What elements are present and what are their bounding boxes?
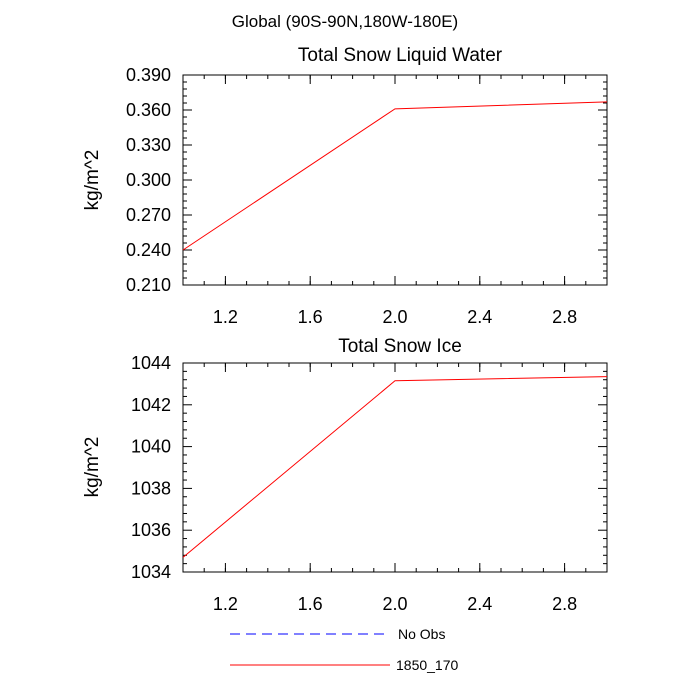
series-line-1850-170 [182,376,608,558]
x-tick-label: 1.2 [213,307,238,327]
x-tick-label: 2.0 [382,307,407,327]
y-tick-label: 1038 [131,478,171,498]
x-tick-label: 2.8 [552,594,577,614]
series-line-1850-170 [182,101,608,251]
panel-snow-ice: Total Snow Ice kg/m^2 1034 1036 1038 1040 10… [82,336,608,614]
y-tick-label: 0.300 [126,170,171,190]
y-tick-label: 1040 [131,437,171,457]
plot-frame [182,74,608,286]
legend: No Obs 1850_170 [230,626,459,673]
y-tick-label: 0.360 [126,100,171,120]
panel-title: Total Snow Liquid Water [298,45,503,66]
legend-label-1850-170: 1850_170 [396,657,459,673]
panel-snow-liquid-water: Total Snow Liquid Water kg/m^2 0.210 0.24… [82,45,608,327]
y-axis-label: kg/m^2 [82,437,103,498]
figure-suptitle: Global (90S-90N,180W-180E) [232,12,458,31]
y-tick-label: 0.330 [126,135,171,155]
x-tick-label: 2.4 [467,307,492,327]
x-tick-label: 2.8 [552,307,577,327]
y-tick-label: 1036 [131,520,171,540]
legend-label-no-obs: No Obs [398,626,445,642]
y-tick-label: 0.240 [126,240,171,260]
x-tick-label: 2.4 [467,594,492,614]
x-tick-label: 2.0 [382,594,407,614]
y-tick-label: 0.210 [126,275,171,295]
plot-frame [182,362,608,573]
y-tick-label: 1042 [131,395,171,415]
y-tick-label: 0.270 [126,205,171,225]
x-tick-label: 1.6 [298,307,323,327]
y-tick-label: 1034 [131,562,171,582]
x-tick-label: 1.2 [213,594,238,614]
panel-title: Total Snow Ice [338,336,462,357]
x-tick-label: 1.6 [298,594,323,614]
y-tick-label: 0.390 [126,65,171,85]
y-tick-label: 1044 [131,353,171,373]
y-axis-label: kg/m^2 [82,150,103,211]
